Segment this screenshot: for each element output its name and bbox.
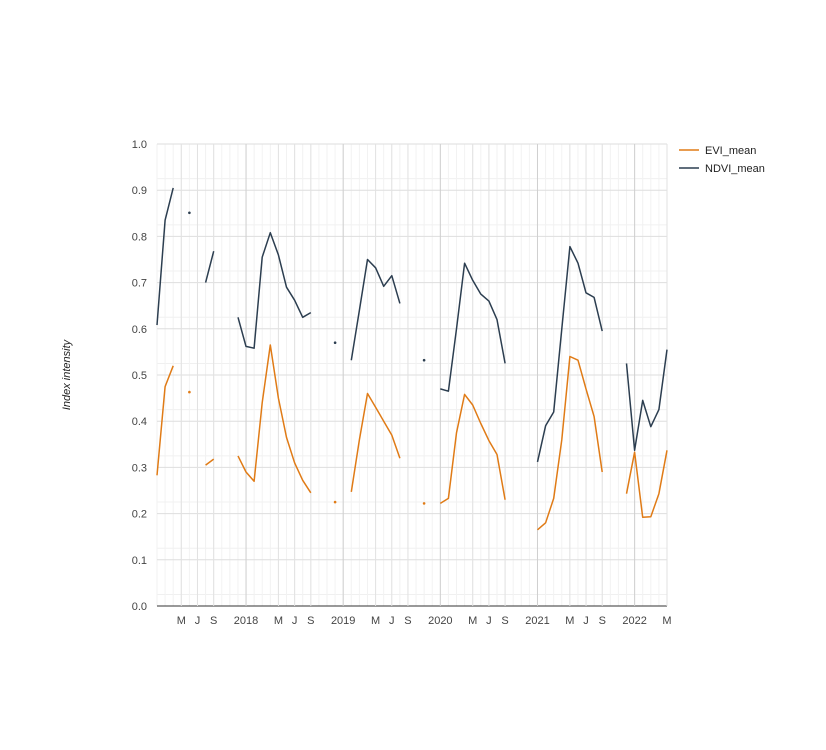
y-tick-label: 0.4 [132,416,147,428]
x-tick-label: J [583,615,589,627]
x-tick-label: S [210,615,217,627]
series-EVI_mean [156,344,668,531]
legend-label: NDVI_mean [705,163,765,175]
y-tick-label: 0.6 [132,324,147,336]
series-line-segment [205,458,215,466]
series-line-segment [536,245,603,463]
x-axis-ticks: M J S 2018 M J S 2019 M J S 2020 M J S 2021 M J S 2022 M [177,615,672,627]
y-tick-label: 0.3 [132,462,147,474]
x-tick-label: M [468,615,477,627]
legend-label: EVI_mean [705,145,756,157]
y-tick-label: 0.1 [132,555,147,567]
data-point [188,390,191,394]
x-tick-label: 2018 [234,615,258,627]
data-point [333,341,337,345]
y-axis-label: Index intensity [61,338,73,410]
x-tick-label: M [274,615,283,627]
x-tick-label: 2022 [622,615,646,627]
series-line-segment [350,392,401,493]
x-tick-label: S [599,615,606,627]
x-tick-label: J [292,615,298,627]
major-gridlines [157,143,668,607]
x-tick-label: S [501,615,508,627]
y-tick-label: 1.0 [132,139,147,151]
y-tick-label: 0.9 [132,185,147,197]
series-line-segment [350,258,401,361]
y-tick-label: 0.8 [132,231,147,243]
series-line-segment [537,355,603,531]
x-tick-label: J [486,615,492,627]
y-tick-label: 0.7 [132,278,147,290]
series-line-segment [439,393,506,505]
x-tick-label: 2019 [331,615,355,627]
series-line-segment [204,251,215,283]
x-tick-label: S [404,615,411,627]
data-point [422,358,426,362]
series-lines [156,187,668,531]
series-line-segment [440,262,506,392]
series-line-segment [625,349,668,452]
x-tick-label: 2020 [428,615,452,627]
data-point [333,500,337,504]
x-tick-label: 2021 [525,615,549,627]
x-tick-label: M [177,615,186,627]
x-tick-label: J [389,615,395,627]
x-tick-label: J [195,615,201,627]
series-line-segment [625,450,668,519]
series-line-segment [237,344,312,494]
series-NDVI_mean [156,187,668,463]
y-tick-label: 0.0 [132,601,147,613]
series-line-segment [156,365,174,476]
data-point [422,502,426,505]
x-tick-label: M [565,615,574,627]
x-tick-label: M [371,615,380,627]
y-tick-label: 0.2 [132,509,147,521]
legend: EVI_mean NDVI_mean [679,145,765,175]
series-line-segment [156,187,174,326]
data-point [188,211,191,215]
x-tick-label: S [307,615,314,627]
y-tick-label: 0.5 [132,370,147,382]
y-axis-ticks: 0.0 0.1 0.2 0.3 0.4 0.5 0.6 0.7 0.8 0.9 1.0 [132,139,147,613]
x-tick-label: M [662,615,671,627]
series-line-segment [237,231,312,349]
